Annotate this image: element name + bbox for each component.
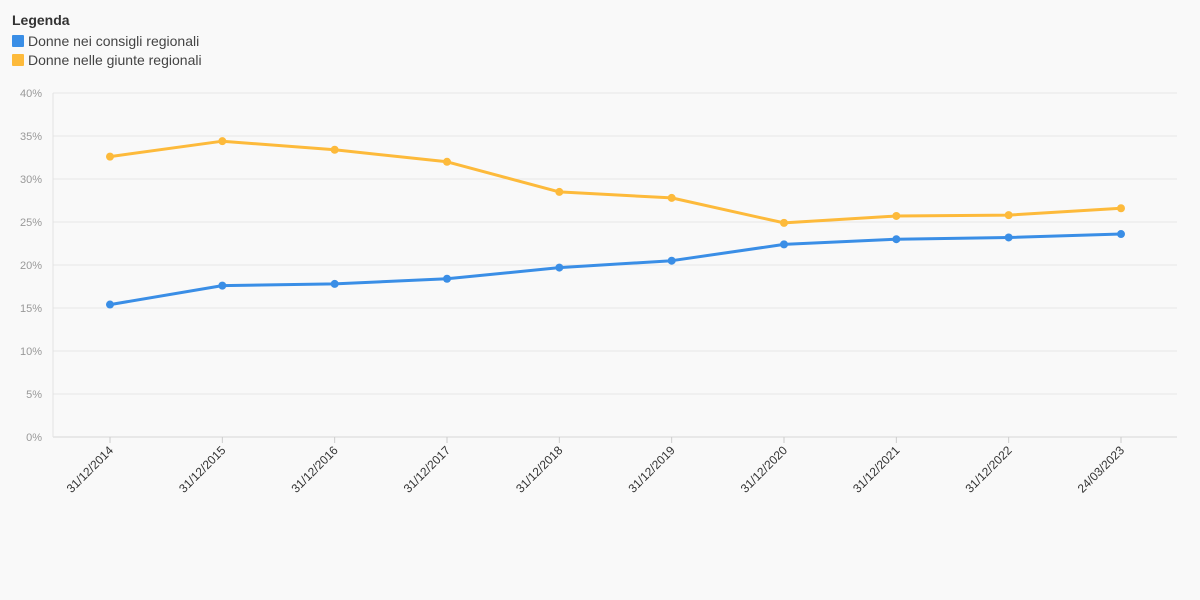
y-tick-labels: 0% 5% 10% 15% 20% 25% 30% 35% 40% (20, 88, 42, 444)
data-point-series-2[interactable] (892, 211, 901, 220)
x-tick-label: 24/03/2023 (1075, 443, 1128, 496)
axes (52, 93, 1177, 443)
data-point-series-2[interactable] (330, 145, 339, 154)
data-point-series-1[interactable] (1004, 233, 1013, 242)
y-tick-label: 20% (20, 260, 42, 272)
y-tick-label: 0% (26, 432, 42, 444)
y-tick-label: 5% (26, 389, 42, 401)
series-line-2 (108, 139, 1123, 225)
legend-title: Legenda (12, 12, 70, 28)
data-point-series-1[interactable] (443, 274, 451, 283)
x-tick-labels: 31/12/2014 31/12/2015 31/12/2016 31/12/2017… (64, 443, 1128, 496)
y-tick-label: 40% (20, 88, 42, 100)
data-point-series-1[interactable] (667, 256, 676, 265)
x-tick-label: 31/12/2014 (64, 443, 117, 496)
x-tick-label: 31/12/2018 (513, 443, 566, 496)
x-tick-label: 31/12/2019 (625, 443, 678, 496)
x-tick-label: 31/12/2017 (401, 443, 454, 496)
x-tick-label: 31/12/2020 (738, 443, 791, 496)
x-tick-label: 31/12/2015 (176, 443, 229, 496)
data-point-series-1[interactable] (218, 281, 227, 290)
data-point-series-2[interactable] (1004, 211, 1013, 220)
legend-item-consigli[interactable]: Donne nei consigli regionali (12, 31, 202, 50)
grid-lines (53, 92, 1177, 395)
legend-label-consigli: Donne nei consigli regionali (28, 32, 200, 49)
x-tick-label: 31/12/2021 (850, 443, 903, 496)
data-point-series-1[interactable] (555, 263, 564, 272)
legend-swatch-consigli (12, 34, 24, 47)
legend: Legenda Donne nei consigli regionali Don… (12, 12, 202, 69)
y-tick-label: 35% (20, 131, 42, 143)
data-point-series-2[interactable] (555, 187, 564, 196)
series-line-1 (108, 232, 1123, 307)
data-point-series-1[interactable] (330, 279, 339, 288)
data-point-series-2[interactable] (443, 157, 451, 166)
data-point-series-2[interactable] (780, 218, 788, 227)
data-point-series-2[interactable] (667, 193, 676, 202)
data-point-series-2[interactable] (106, 152, 114, 161)
legend-item-giunte[interactable]: Donne nelle giunte regionali (12, 50, 202, 69)
x-tick-label: 31/12/2022 (962, 443, 1015, 496)
series-lines (106, 137, 1125, 309)
y-tick-label: 10% (20, 346, 42, 358)
data-point-series-1[interactable] (780, 240, 788, 249)
data-point-series-1[interactable] (892, 235, 901, 244)
data-point-series-2[interactable] (1117, 204, 1125, 213)
data-point-series-1[interactable] (1117, 230, 1125, 239)
legend-swatch-giunte (12, 53, 24, 66)
legend-label-giunte: Donne nelle giunte regionali (28, 51, 202, 68)
data-point-series-1[interactable] (106, 300, 114, 309)
y-tick-label: 25% (20, 217, 42, 229)
x-tick-label: 31/12/2016 (288, 443, 341, 496)
y-tick-label: 30% (20, 174, 42, 186)
y-tick-label: 15% (20, 303, 42, 315)
data-point-series-2[interactable] (218, 137, 227, 146)
